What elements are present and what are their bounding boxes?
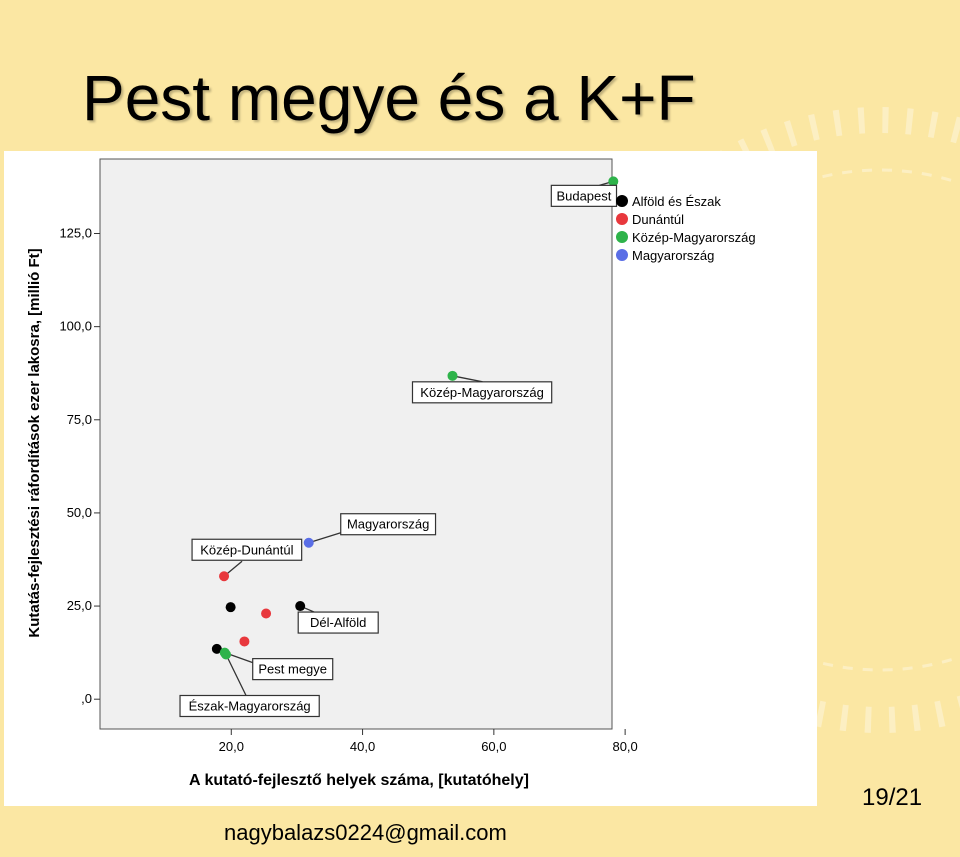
x-axis: 20,0 40,0 60,0 80,0 [219, 729, 638, 754]
legend-swatch [616, 213, 628, 225]
x-tick-label: 40,0 [350, 739, 375, 754]
point-label: Budapest [556, 188, 611, 203]
data-point [295, 601, 306, 612]
point-label-box [297, 611, 379, 634]
point-label-box [179, 694, 320, 718]
data-point [303, 537, 314, 548]
point-label: Észak-Magyarország [189, 698, 311, 713]
point-label: Pest megye [258, 662, 327, 677]
data-point [447, 370, 458, 381]
data-point [219, 571, 230, 582]
point-label: Közép-Dunántúl [200, 542, 293, 557]
y-axis: ,0 25,0 50,0 75,0 100,0 125,0 [59, 226, 100, 706]
page-number: 19/21 [862, 784, 923, 811]
point-label: Magyarország [347, 517, 429, 532]
x-tick-label: 60,0 [481, 739, 506, 754]
scatter-chart: 20,0 40,0 60,0 80,0 ,0 25,0 50,0 75,0 100,0 125,… [26, 158, 756, 789]
x-tick-label: 20,0 [219, 739, 244, 754]
footer-email: nagybalazs0224@gmail.com [224, 820, 507, 845]
y-tick-label: 50,0 [67, 505, 92, 520]
leader-line [452, 375, 483, 383]
x-tick-label: 80,0 [612, 739, 637, 754]
legend-label: Alföld és Észak [632, 194, 721, 209]
slide-title: Pest megye és a K+F [82, 62, 696, 134]
point-label: Dél-Alföld [310, 615, 366, 630]
point-label-box [340, 513, 437, 536]
point-labels: Dél-Alföld Közép-Dunántúl Budapest Közép-Ma… [179, 184, 618, 718]
y-tick-label: 75,0 [67, 412, 92, 427]
x-axis-title: A kutató-fejlesztő helyek száma, [kutató… [189, 772, 529, 789]
legend-label: Dunántúl [632, 212, 684, 227]
y-tick-label: 125,0 [59, 226, 92, 241]
point-label-box [550, 184, 618, 207]
point-label-box [411, 381, 553, 404]
y-tick-label: ,0 [81, 691, 92, 706]
legend-swatch [616, 249, 628, 261]
data-point [239, 636, 250, 647]
leader-line [225, 654, 247, 696]
data-point [608, 176, 619, 187]
y-axis-title: Kutatás-fejlesztési ráfordítások ezer la… [26, 248, 43, 637]
y-tick-label: 100,0 [59, 319, 92, 334]
chart-panel: 20,0 40,0 60,0 80,0 ,0 25,0 50,0 75,0 100,0 125,… [4, 151, 817, 806]
point-label-box [252, 658, 334, 681]
point-label-box [191, 538, 303, 561]
y-tick-label: 25,0 [67, 598, 92, 613]
chart-legend: Alföld és Észak Dunántúl Közép-Magyarorszá… [616, 194, 756, 263]
data-points [211, 176, 619, 660]
leader-line [308, 532, 341, 544]
data-point [225, 602, 236, 613]
legend-label: Közép-Magyarország [632, 230, 756, 245]
data-point [221, 649, 232, 660]
data-point [211, 643, 222, 654]
legend-label: Magyarország [632, 248, 714, 263]
point-label: Közép-Magyarország [420, 385, 544, 400]
legend-swatch [616, 195, 628, 207]
legend-swatch [616, 231, 628, 243]
plot-area [99, 158, 613, 730]
data-point [261, 608, 272, 619]
